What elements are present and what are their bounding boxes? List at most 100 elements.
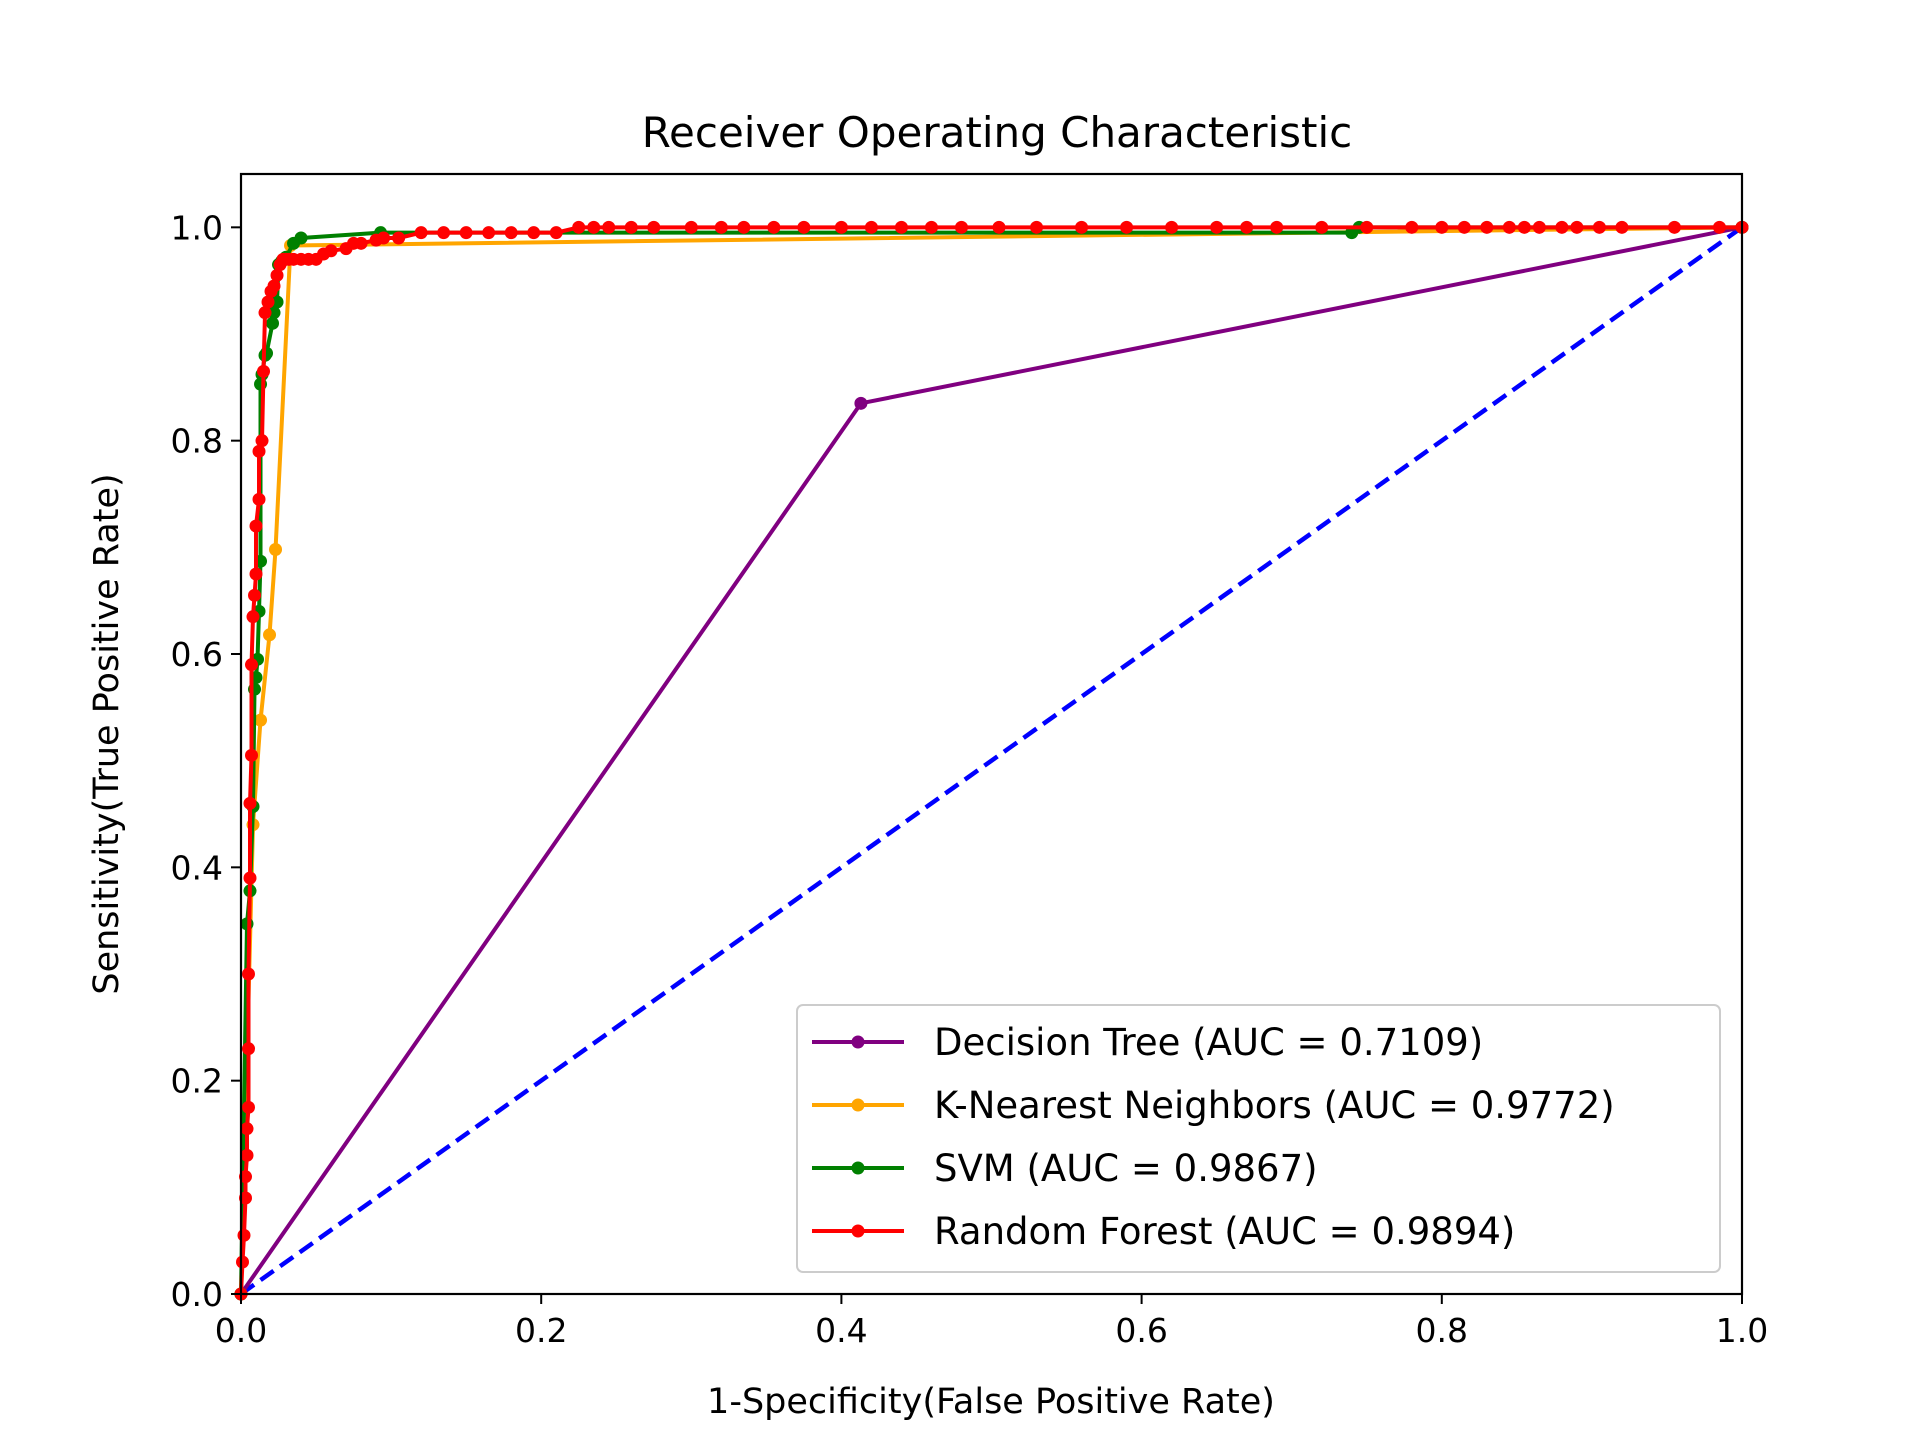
data-point	[261, 295, 275, 309]
data-point	[239, 1191, 253, 1205]
legend-entry: Decision Tree (AUC = 0.7109)	[812, 1021, 1483, 1064]
data-point	[237, 1228, 251, 1242]
data-point	[249, 519, 263, 533]
data-point	[1667, 220, 1681, 234]
data-point	[414, 226, 428, 240]
data-point	[392, 231, 406, 245]
data-point	[324, 244, 338, 258]
data-point	[1240, 220, 1254, 234]
data-point	[1435, 220, 1449, 234]
legend-label: Random Forest (AUC = 0.9894)	[934, 1210, 1515, 1253]
data-point	[267, 279, 281, 293]
data-point	[269, 542, 283, 556]
data-point	[647, 220, 661, 234]
y-tick-label: 0.2	[171, 1062, 223, 1101]
data-point	[1555, 220, 1569, 234]
data-point	[236, 1255, 250, 1269]
legend-label: SVM (AUC = 0.9867)	[934, 1147, 1318, 1190]
data-point	[258, 306, 272, 320]
data-point	[504, 226, 518, 240]
data-point	[1075, 220, 1089, 234]
data-point	[294, 231, 308, 245]
data-point	[354, 236, 368, 250]
data-point	[1360, 220, 1374, 234]
legend-entry: Random Forest (AUC = 0.9894)	[812, 1210, 1515, 1253]
reference-diagonal-line	[239, 225, 1744, 1296]
data-point	[549, 226, 563, 240]
data-point	[737, 220, 751, 234]
data-point	[257, 364, 271, 378]
data-point	[240, 1122, 254, 1136]
data-point	[249, 567, 263, 581]
data-point	[587, 220, 601, 234]
legend-entry: SVM (AUC = 0.9867)	[812, 1147, 1318, 1190]
data-point	[270, 268, 284, 282]
plot-content	[234, 220, 1749, 1301]
legend-box	[796, 1004, 1721, 1273]
data-point	[245, 658, 259, 672]
data-point	[834, 220, 848, 234]
x-tick-label: 0.8	[1416, 1311, 1468, 1350]
data-point	[894, 220, 908, 234]
data-point	[267, 306, 281, 320]
x-tick-label: 0.4	[815, 1311, 867, 1350]
data-point	[245, 748, 259, 762]
y-tick-label: 0.6	[171, 635, 223, 674]
data-point	[270, 295, 284, 309]
data-point	[1030, 220, 1044, 234]
x-tick-label: 0.6	[1115, 1311, 1167, 1350]
data-point	[602, 220, 616, 234]
data-point	[242, 1100, 256, 1114]
data-point	[572, 220, 586, 234]
data-point	[482, 226, 496, 240]
legend-swatch-marker	[851, 1098, 865, 1112]
data-point	[1457, 220, 1471, 234]
data-point	[246, 610, 260, 624]
series-3	[234, 220, 1749, 1301]
data-point	[924, 220, 938, 234]
data-point	[248, 588, 262, 602]
legend: Decision Tree (AUC = 0.7109) K-Nearest Ne…	[796, 1004, 1721, 1273]
data-point	[255, 434, 269, 448]
legend-label: K-Nearest Neighbors (AUC = 0.9772)	[934, 1084, 1615, 1127]
data-point	[377, 231, 391, 245]
legend-entry: K-Nearest Neighbors (AUC = 0.9772)	[812, 1084, 1615, 1127]
data-point	[243, 871, 257, 885]
x-tick-label: 1.0	[1716, 1311, 1768, 1350]
data-point	[1405, 220, 1419, 234]
data-point	[1532, 220, 1546, 234]
plot-area	[234, 220, 1749, 1301]
data-point	[252, 492, 266, 506]
y-tick-label: 0.0	[171, 1275, 223, 1314]
data-point	[1270, 220, 1284, 234]
data-point	[1165, 220, 1179, 234]
data-point	[624, 220, 638, 234]
data-point	[1315, 220, 1329, 234]
data-point	[437, 226, 451, 240]
data-point	[954, 220, 968, 234]
data-point	[1592, 220, 1606, 234]
data-point	[767, 220, 781, 234]
data-point	[1502, 220, 1516, 234]
y-axis-label: Sensitivity(True Positive Rate)	[87, 473, 127, 994]
y-tick-label: 0.8	[171, 422, 223, 461]
data-point	[1570, 220, 1584, 234]
x-tick-label: 0.0	[215, 1311, 267, 1350]
data-point	[240, 1148, 254, 1162]
data-point	[240, 917, 254, 931]
data-point	[242, 1042, 256, 1056]
data-point	[797, 220, 811, 234]
data-point	[1712, 220, 1726, 234]
y-tick-label: 0.4	[171, 848, 223, 887]
legend-swatch-marker	[851, 1161, 865, 1175]
legend-swatch-marker	[851, 1035, 865, 1049]
data-point	[854, 396, 868, 410]
data-point	[263, 628, 277, 642]
data-point	[459, 226, 473, 240]
data-point	[992, 220, 1006, 234]
data-point	[1615, 220, 1629, 234]
data-point	[1210, 220, 1224, 234]
data-point	[1480, 220, 1494, 234]
data-point	[242, 967, 256, 981]
data-point	[252, 444, 266, 458]
